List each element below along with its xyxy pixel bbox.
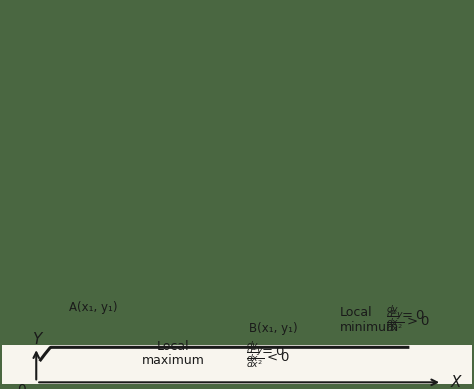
Text: $\frac{dy}{dx} = 0$: $\frac{dy}{dx} = 0$ (246, 340, 284, 364)
Text: $\frac{dy}{dx} = 0$: $\frac{dy}{dx} = 0$ (386, 304, 425, 328)
Text: $\frac{d^2y}{dx^2} > 0$: $\frac{d^2y}{dx^2} > 0$ (386, 308, 430, 335)
Text: B(x₁, y₁): B(x₁, y₁) (249, 322, 298, 335)
Text: Local: Local (339, 306, 372, 319)
Text: Local: Local (156, 340, 189, 352)
Text: minimum: minimum (339, 321, 399, 333)
Text: Y: Y (32, 331, 41, 347)
Text: X: X (451, 375, 461, 389)
Text: 0: 0 (17, 382, 26, 389)
Text: $\frac{d^2y}{dx^2} < 0$: $\frac{d^2y}{dx^2} < 0$ (246, 344, 290, 370)
Text: A(x₁, y₁): A(x₁, y₁) (69, 301, 118, 314)
Text: maximum: maximum (142, 354, 204, 367)
